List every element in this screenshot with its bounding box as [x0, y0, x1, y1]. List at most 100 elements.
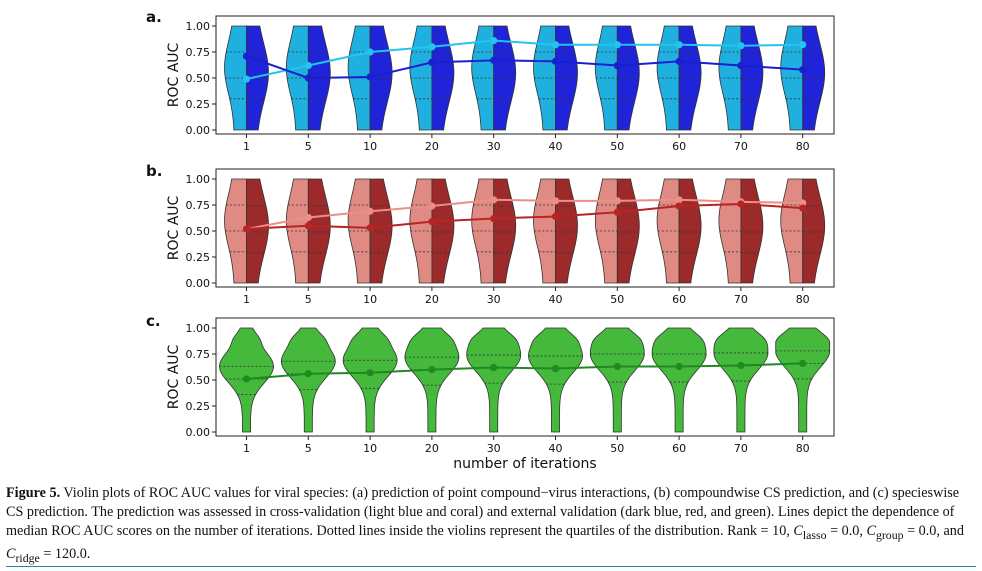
- median-point: [304, 61, 312, 70]
- median-point: [366, 73, 374, 81]
- median-point: [304, 213, 312, 222]
- median-point: [675, 202, 683, 210]
- median-point: [242, 75, 251, 83]
- median-point: [613, 41, 621, 49]
- x-tick-label: 80: [796, 140, 810, 153]
- x-tick-label: 30: [487, 293, 501, 306]
- violin-cv: [471, 178, 495, 284]
- x-tick-label: 20: [425, 293, 439, 306]
- x-tick-label: 70: [734, 442, 748, 455]
- y-axis-label: ROC AUC: [166, 344, 182, 409]
- x-tick-label: 80: [796, 442, 810, 455]
- y-tick-label: 0.75: [186, 199, 211, 212]
- y-tick-label: 0.25: [186, 400, 211, 413]
- median-line-1: [246, 39, 803, 81]
- y-axis-label: ROC AUC: [166, 42, 182, 107]
- violin: [466, 327, 522, 433]
- c-lasso-symbol: C: [793, 523, 803, 540]
- violin-cv: [533, 25, 556, 131]
- median-point: [675, 57, 683, 65]
- x-tick-label: 40: [549, 442, 563, 455]
- median-point: [366, 48, 374, 56]
- median-point: [675, 362, 683, 371]
- median-point: [490, 214, 498, 223]
- median-point: [613, 208, 621, 216]
- x-tick-label: 5: [305, 442, 312, 455]
- violin-cv: [594, 25, 618, 131]
- violin-cv: [224, 25, 247, 131]
- violin-cv: [533, 178, 556, 284]
- violin-cv: [656, 178, 680, 284]
- violin-cv: [285, 25, 309, 131]
- median-point: [675, 196, 683, 204]
- median-point: [490, 56, 498, 64]
- chart-panel-2: b. 0.00 0.25 0.50 0.75 1.00 ROC AUC 1 5 10 20 30 40 5…: [146, 162, 835, 306]
- x-tick-label: 70: [734, 140, 748, 153]
- x-tick-label: 10: [363, 140, 377, 153]
- x-tick-label: 80: [796, 293, 810, 306]
- y-tick-label: 0.00: [186, 426, 211, 439]
- violin-cv: [780, 25, 804, 131]
- median-point: [428, 202, 436, 210]
- group-subscript: group: [875, 528, 904, 543]
- median-point: [366, 207, 374, 215]
- median-point: [799, 199, 807, 207]
- violin-cv: [347, 178, 371, 284]
- x-tick-label: 50: [610, 293, 624, 306]
- median-point: [737, 61, 745, 70]
- x-tick-label: 1: [243, 442, 250, 455]
- median-point: [428, 218, 436, 226]
- violin: [528, 327, 583, 433]
- violin-cv: [285, 178, 309, 284]
- lasso-subscript: lasso: [802, 528, 827, 543]
- x-tick-label: 50: [610, 140, 624, 153]
- x-tick-label: 10: [363, 293, 377, 306]
- median-point: [551, 212, 560, 221]
- median-point: [428, 43, 436, 51]
- median-line-1: [246, 362, 803, 380]
- x-tick-label: 10: [363, 442, 377, 455]
- y-tick-label: 0.50: [186, 225, 211, 238]
- c-group-symbol: C: [866, 523, 876, 540]
- x-tick-label: 60: [672, 140, 686, 153]
- violin-cv: [780, 178, 804, 284]
- median-point: [428, 58, 436, 66]
- median-point: [551, 364, 560, 373]
- x-tick-label: 30: [487, 140, 501, 153]
- violin-cv: [656, 25, 680, 131]
- violin-cv: [594, 178, 618, 284]
- chart-panel-1: a. 0.00 0.25 0.50 0.75 1.00 ROC AUC 1 5 10 20 30 40 5…: [146, 8, 835, 153]
- median-line-1: [246, 198, 803, 230]
- y-tick-label: 1.00: [186, 322, 211, 335]
- median-point: [799, 66, 807, 74]
- x-tick-label: 60: [672, 442, 686, 455]
- x-axis-label: number of iterations: [453, 456, 596, 472]
- c-ridge-symbol: C: [6, 546, 16, 563]
- median-point: [613, 61, 621, 70]
- y-tick-label: 1.00: [186, 173, 211, 186]
- group-value: = 0.0, and: [903, 523, 964, 540]
- ridge-value: = 120.0.: [39, 546, 91, 563]
- violin: [775, 327, 831, 433]
- x-tick-label: 1: [243, 140, 250, 153]
- y-tick-label: 1.00: [186, 20, 211, 33]
- median-point: [304, 370, 312, 378]
- median-point: [428, 366, 436, 374]
- y-tick-label: 0.00: [186, 277, 211, 290]
- y-tick-label: 0.75: [186, 348, 211, 361]
- median-line-2: [246, 55, 803, 80]
- y-tick-label: 0.50: [186, 374, 211, 387]
- median-point: [799, 41, 807, 49]
- median-point: [366, 224, 374, 232]
- median-point: [490, 363, 498, 372]
- x-tick-label: 70: [734, 293, 748, 306]
- y-tick-label: 0.50: [186, 72, 211, 85]
- x-tick-label: 5: [305, 293, 312, 306]
- median-point: [799, 359, 807, 367]
- panel-label: b.: [146, 162, 162, 180]
- panel-label: a.: [146, 8, 162, 26]
- lasso-value: = 0.0,: [826, 523, 867, 540]
- median-point: [551, 57, 560, 65]
- x-tick-label: 30: [487, 442, 501, 455]
- median-point: [737, 200, 745, 208]
